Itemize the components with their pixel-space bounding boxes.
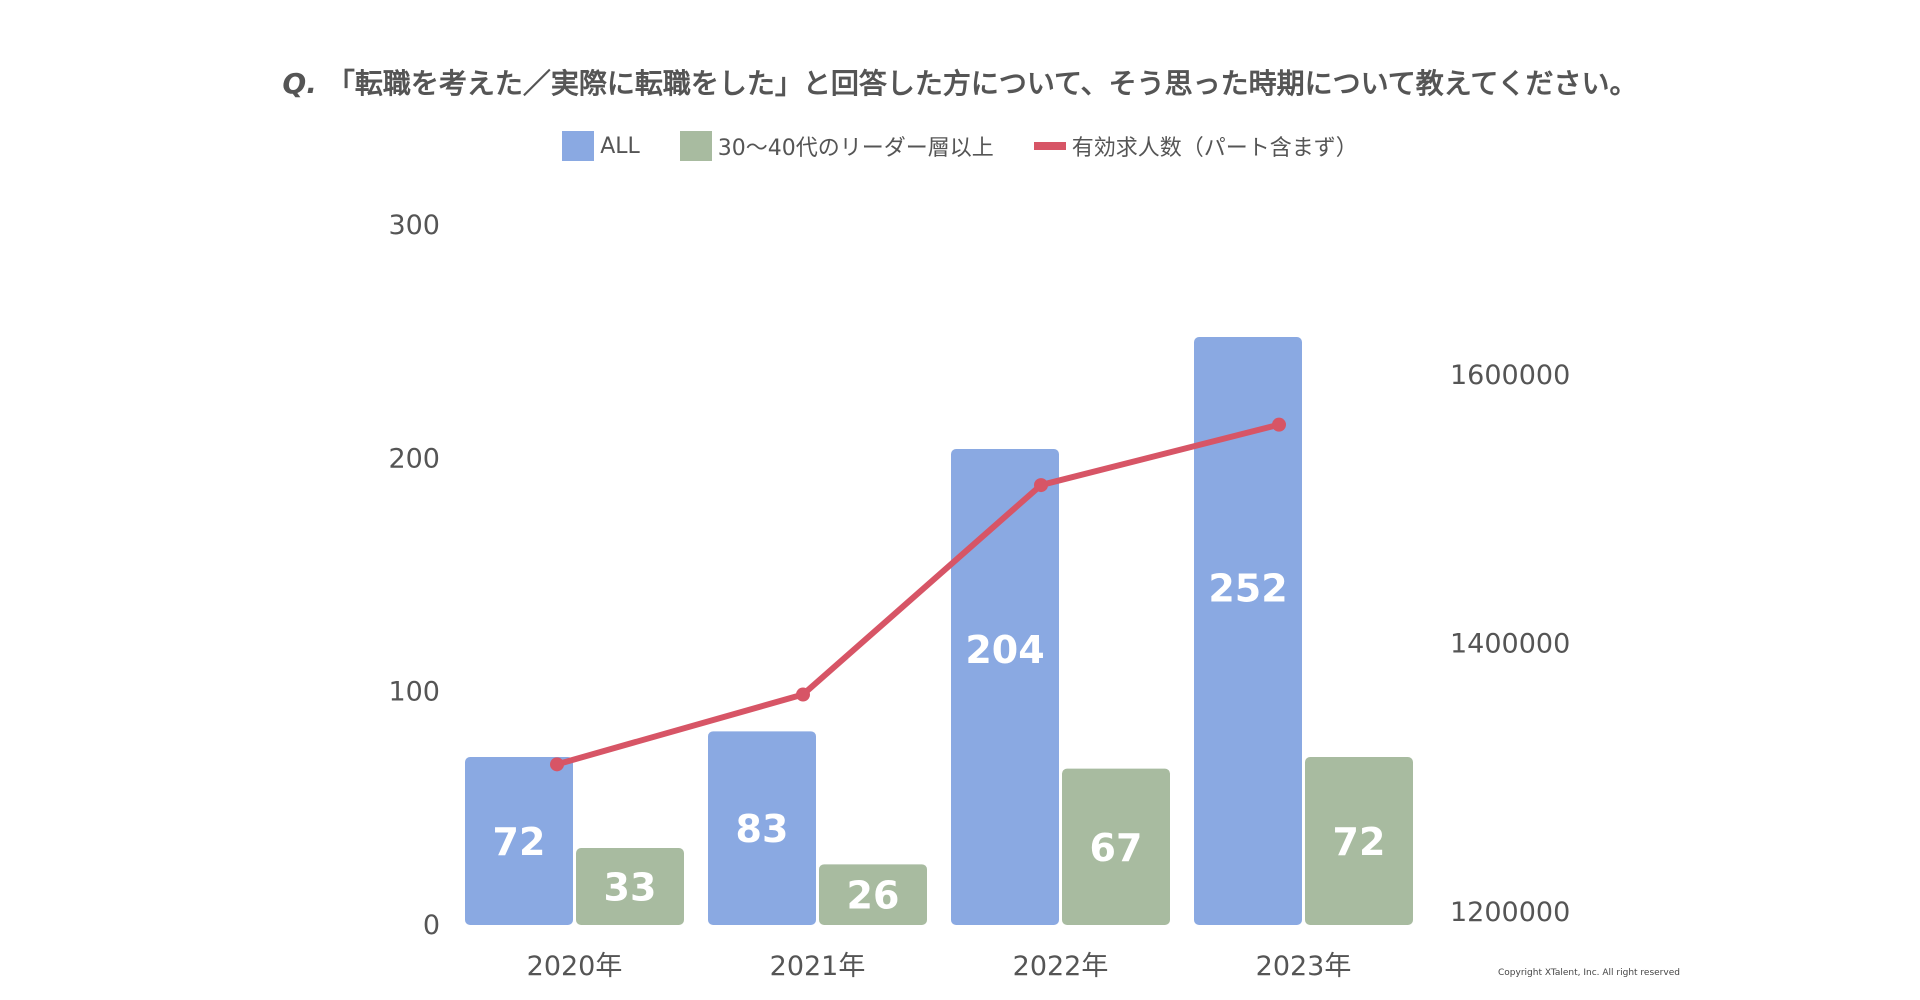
legend-label-all: ALL xyxy=(600,133,640,159)
line-point-jobs-1 xyxy=(796,687,810,702)
bar-all-1 xyxy=(708,731,816,925)
legend-item-all: ALL xyxy=(562,131,640,161)
legend-item-jobs: 有効求人数（パート含まず） xyxy=(1033,130,1358,162)
line-jobs xyxy=(556,421,1280,768)
title-text: 「転職を考えた／実際に転職をした」と回答した方について、そう思った時期について教… xyxy=(326,67,1638,100)
line-point-jobs-2 xyxy=(1034,478,1048,493)
bar-label-all-0: 72 xyxy=(493,820,546,864)
y-right-tick-label-1: 1400000 xyxy=(1450,629,1570,660)
y-left-tick-label-3: 300 xyxy=(388,210,440,241)
legend-swatch-jobs xyxy=(1033,142,1066,150)
bar-label-all-1: 83 xyxy=(736,807,789,851)
y-right-tick-label-2: 1600000 xyxy=(1450,360,1570,391)
y-left-tick-label-2: 200 xyxy=(388,443,440,474)
bar-leader-1 xyxy=(819,864,927,925)
line-point-jobs-3 xyxy=(1272,417,1286,432)
bar-label-all-2: 204 xyxy=(965,628,1044,672)
y-left-tick-label-0: 0 xyxy=(423,910,440,941)
x-tick-label-0: 2020年 xyxy=(527,951,623,982)
legend-swatch-all xyxy=(562,131,595,161)
legend-label-jobs: 有効求人数（パート含まず） xyxy=(1071,136,1358,161)
legend: ALL 30〜40代のリーダー層以上 有効求人数（パート含まず） xyxy=(0,130,1920,162)
bar-all-2 xyxy=(951,449,1059,925)
title-prefix: Q. xyxy=(282,67,317,100)
bar-label-leader-2: 67 xyxy=(1090,826,1143,870)
x-tick-label-3: 2023年 xyxy=(1256,951,1352,982)
x-tick-label-1: 2021年 xyxy=(770,951,866,982)
bar-leader-2 xyxy=(1062,768,1170,925)
legend-label-leader: 30〜40代のリーダー層以上 xyxy=(717,136,994,161)
line-point-jobs-0 xyxy=(550,757,564,772)
bar-label-all-3: 252 xyxy=(1208,567,1287,611)
chart-title: Q. 「転職を考えた／実際に転職をした」と回答した方について、そう思った時期につい… xyxy=(0,62,1920,102)
y-right-tick-label-0: 1200000 xyxy=(1450,897,1570,928)
legend-item-leader: 30〜40代のリーダー層以上 xyxy=(679,130,994,162)
bar-all-0 xyxy=(465,757,573,925)
bar-label-leader-1: 26 xyxy=(847,874,900,918)
bar-all-3 xyxy=(1194,337,1302,925)
bar-leader-0 xyxy=(576,848,684,925)
copyright: Copyright XTalent, Inc. All right reserv… xyxy=(1498,968,1680,978)
bar-label-leader-3: 72 xyxy=(1333,820,1386,864)
x-tick-label-2: 2022年 xyxy=(1013,951,1109,982)
legend-swatch-leader xyxy=(679,131,712,161)
bar-label-leader-0: 33 xyxy=(604,866,657,910)
bar-leader-3 xyxy=(1305,757,1413,925)
y-left-tick-label-1: 100 xyxy=(388,677,440,708)
